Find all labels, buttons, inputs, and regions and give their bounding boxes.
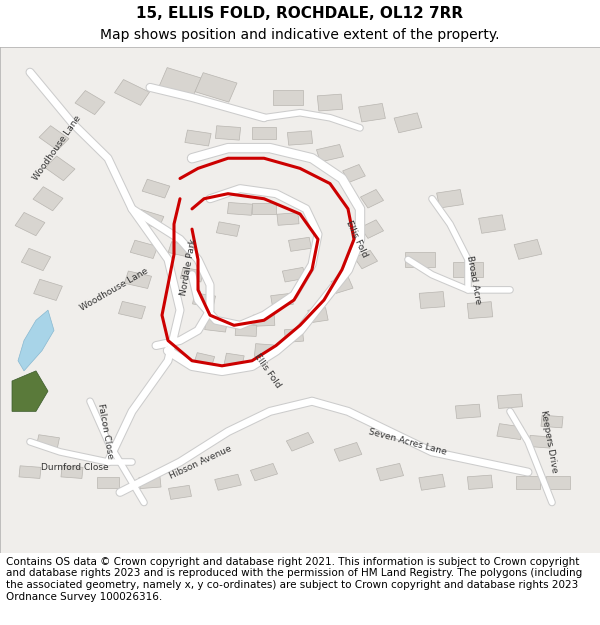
Polygon shape — [497, 424, 523, 439]
Polygon shape — [139, 476, 161, 489]
Text: Keepers Drive: Keepers Drive — [539, 410, 559, 474]
Polygon shape — [286, 432, 314, 451]
Polygon shape — [224, 353, 244, 368]
Polygon shape — [546, 476, 570, 489]
Polygon shape — [283, 268, 305, 282]
Polygon shape — [159, 68, 201, 97]
Polygon shape — [215, 126, 241, 140]
Text: Map shows position and indicative extent of the property.: Map shows position and indicative extent… — [100, 28, 500, 42]
Polygon shape — [355, 250, 377, 269]
Polygon shape — [168, 242, 192, 257]
Polygon shape — [455, 404, 481, 419]
Polygon shape — [405, 252, 435, 267]
Polygon shape — [497, 394, 523, 408]
Polygon shape — [118, 301, 146, 319]
Polygon shape — [215, 474, 241, 490]
Polygon shape — [115, 79, 149, 106]
Polygon shape — [394, 113, 422, 132]
Polygon shape — [15, 213, 45, 236]
Polygon shape — [45, 156, 75, 181]
Text: Woodhouse Lane: Woodhouse Lane — [79, 267, 149, 313]
Text: Durnford Close: Durnford Close — [41, 462, 109, 471]
Polygon shape — [185, 130, 211, 146]
Text: Contains OS data © Crown copyright and database right 2021. This information is : Contains OS data © Crown copyright and d… — [6, 557, 582, 601]
Polygon shape — [252, 127, 276, 139]
Polygon shape — [193, 293, 215, 307]
Polygon shape — [136, 209, 164, 228]
Polygon shape — [61, 466, 83, 479]
Polygon shape — [334, 442, 362, 461]
Polygon shape — [287, 131, 313, 145]
Polygon shape — [130, 240, 158, 259]
Polygon shape — [37, 435, 59, 449]
Polygon shape — [361, 220, 383, 238]
Text: Ellis Fold: Ellis Fold — [252, 352, 282, 389]
Polygon shape — [273, 90, 303, 105]
Polygon shape — [217, 222, 239, 236]
Polygon shape — [437, 189, 463, 208]
Polygon shape — [419, 291, 445, 309]
Polygon shape — [514, 239, 542, 259]
Polygon shape — [33, 187, 63, 211]
Text: Falcon Close: Falcon Close — [95, 403, 115, 460]
Polygon shape — [195, 72, 237, 102]
Polygon shape — [124, 271, 152, 289]
Polygon shape — [541, 415, 563, 428]
Polygon shape — [331, 276, 353, 293]
Polygon shape — [22, 248, 50, 271]
Polygon shape — [253, 314, 275, 326]
Polygon shape — [529, 436, 551, 448]
Polygon shape — [169, 486, 191, 499]
Polygon shape — [467, 302, 493, 319]
Polygon shape — [453, 262, 483, 278]
Polygon shape — [467, 475, 493, 489]
Polygon shape — [376, 463, 404, 481]
Text: Seven Acres Lane: Seven Acres Lane — [368, 427, 448, 456]
Polygon shape — [18, 310, 54, 371]
Text: Broad Acre: Broad Acre — [465, 254, 483, 305]
Polygon shape — [289, 238, 311, 251]
Polygon shape — [316, 144, 344, 162]
Polygon shape — [227, 202, 253, 215]
Polygon shape — [419, 474, 445, 490]
Text: Nordale Park: Nordale Park — [179, 238, 199, 296]
Polygon shape — [284, 329, 304, 342]
Polygon shape — [235, 324, 257, 336]
Polygon shape — [181, 268, 203, 282]
Polygon shape — [317, 94, 343, 111]
Polygon shape — [19, 466, 41, 479]
Polygon shape — [343, 164, 365, 182]
Polygon shape — [142, 179, 170, 198]
Text: Woodhouse Lane: Woodhouse Lane — [31, 114, 83, 182]
Polygon shape — [308, 308, 328, 322]
Polygon shape — [34, 279, 62, 301]
Polygon shape — [12, 371, 48, 411]
Text: Ellis Fold: Ellis Fold — [344, 219, 370, 259]
Polygon shape — [516, 476, 540, 489]
Polygon shape — [193, 352, 215, 369]
Polygon shape — [271, 293, 293, 307]
Text: 15, ELLIS FOLD, ROCHDALE, OL12 7RR: 15, ELLIS FOLD, ROCHDALE, OL12 7RR — [136, 6, 464, 21]
Polygon shape — [252, 203, 276, 214]
Polygon shape — [479, 215, 505, 233]
Polygon shape — [39, 126, 69, 151]
Polygon shape — [361, 189, 383, 208]
Polygon shape — [97, 477, 119, 488]
Text: Hibson Avenue: Hibson Avenue — [169, 444, 233, 481]
Polygon shape — [359, 104, 385, 122]
Polygon shape — [254, 344, 274, 357]
Polygon shape — [277, 213, 299, 226]
Polygon shape — [250, 463, 278, 481]
Polygon shape — [75, 91, 105, 114]
Polygon shape — [205, 319, 227, 332]
